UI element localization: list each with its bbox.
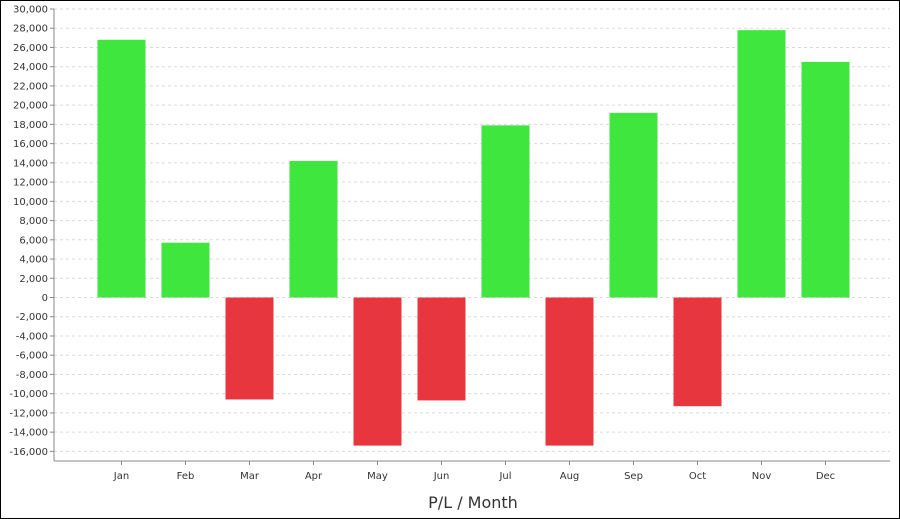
y-tick-label: -12,000 <box>9 408 48 419</box>
y-tick-label: -10,000 <box>9 389 48 400</box>
y-tick-label: 12,000 <box>13 178 48 189</box>
y-tick-label: -14,000 <box>9 428 48 439</box>
y-tick-label: -2,000 <box>16 312 48 323</box>
y-tick-label: 16,000 <box>13 139 48 150</box>
y-tick-label: 28,000 <box>13 24 48 35</box>
x-axis-ticks: Jan Feb Mar Apr May Jun Jul Aug Sep Oct Nov Dec <box>113 461 835 482</box>
x-tick-label: Sep <box>624 471 643 482</box>
bar-apr <box>289 160 338 298</box>
x-tick-label: Nov <box>752 471 772 482</box>
x-tick-label: Feb <box>177 471 195 482</box>
y-tick-label: -4,000 <box>16 331 48 342</box>
bar-may <box>353 297 402 446</box>
x-tick-label: Jan <box>113 471 129 482</box>
y-tick-label: -16,000 <box>9 447 48 458</box>
y-tick-label: 24,000 <box>13 62 48 73</box>
bar-jan <box>97 39 146 298</box>
bar-jul <box>481 125 530 298</box>
y-tick-label: 4,000 <box>19 255 48 266</box>
y-tick-label: 0 <box>42 293 48 304</box>
bar-nov <box>737 30 786 298</box>
x-tick-label: Jul <box>498 471 511 482</box>
bar-mar <box>225 297 274 400</box>
y-tick-label: 20,000 <box>13 101 48 112</box>
x-axis-title: P/L / Month <box>428 493 518 512</box>
y-tick-label: 8,000 <box>19 216 48 227</box>
x-tick-label: May <box>367 471 388 482</box>
bar-feb <box>161 242 210 298</box>
y-tick-label: 26,000 <box>13 43 48 54</box>
bar-aug <box>545 297 594 446</box>
y-tick-label: 6,000 <box>19 235 48 246</box>
y-tick-label: 10,000 <box>13 197 48 208</box>
y-tick-label: 22,000 <box>13 81 48 92</box>
x-tick-label: Dec <box>816 471 835 482</box>
y-tick-label: -8,000 <box>16 370 48 381</box>
bar-sep <box>609 112 658 298</box>
y-tick-label: 18,000 <box>13 120 48 131</box>
x-tick-label: Jun <box>433 471 450 482</box>
x-tick-label: Aug <box>560 471 580 482</box>
y-tick-label: 2,000 <box>19 274 48 285</box>
y-tick-label: 14,000 <box>13 158 48 169</box>
y-tick-label: 30,000 <box>13 5 48 16</box>
x-tick-label: Oct <box>689 471 706 482</box>
bar-dec <box>801 61 850 298</box>
bars <box>97 30 850 446</box>
bar-jun <box>417 297 466 401</box>
x-tick-label: Mar <box>240 471 260 482</box>
x-tick-label: Apr <box>305 471 323 482</box>
bar-oct <box>673 297 722 407</box>
y-axis-ticks: 30,000 28,000 26,000 24,000 22,000 20,000 18,0… <box>9 5 54 458</box>
y-tick-label: -6,000 <box>16 351 48 362</box>
